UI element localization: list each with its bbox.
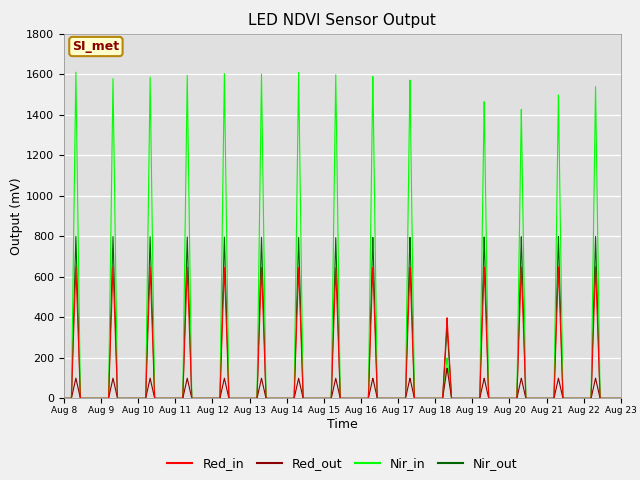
Text: SI_met: SI_met	[72, 40, 120, 53]
Legend: Red_in, Red_out, Nir_in, Nir_out: Red_in, Red_out, Nir_in, Nir_out	[163, 452, 522, 475]
Title: LED NDVI Sensor Output: LED NDVI Sensor Output	[248, 13, 436, 28]
X-axis label: Time: Time	[327, 418, 358, 431]
Y-axis label: Output (mV): Output (mV)	[10, 177, 24, 255]
